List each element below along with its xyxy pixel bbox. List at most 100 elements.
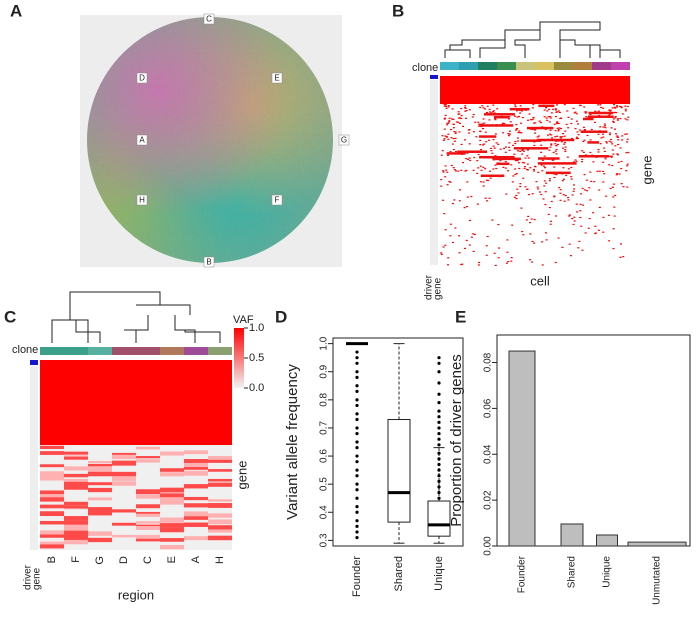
heatmap-cell xyxy=(40,520,64,525)
heatmap-cell xyxy=(482,166,485,168)
heatmap-cell xyxy=(492,145,495,147)
heatmap-cell xyxy=(551,137,554,139)
heatmap-cell xyxy=(585,116,588,118)
heatmap-cell xyxy=(475,136,478,138)
heatmap-cell xyxy=(455,121,458,123)
heatmap-cell xyxy=(489,147,492,150)
heatmap-cell xyxy=(40,476,64,481)
heatmap-cell xyxy=(469,219,472,222)
heatmap-cell xyxy=(612,248,615,250)
heatmap-cell xyxy=(579,210,582,212)
heatmap-cell xyxy=(579,216,582,219)
heatmap-cell xyxy=(40,497,64,502)
heatmap-cell xyxy=(531,128,534,131)
heatmap-cell xyxy=(504,151,507,153)
heatmap-cell xyxy=(544,191,547,193)
heatmap-cell xyxy=(64,456,88,460)
heatmap-cell xyxy=(588,111,614,115)
heatmap-cell xyxy=(534,166,537,168)
heatmap-cell xyxy=(521,116,524,119)
heatmap-cell xyxy=(519,112,522,114)
heatmap-cell xyxy=(447,264,450,266)
heatmap-cell xyxy=(494,119,497,121)
heatmap-cell xyxy=(548,149,551,151)
heatmap-cell xyxy=(583,129,586,131)
heatmap-cell xyxy=(488,139,491,141)
outlier xyxy=(355,398,359,402)
heatmap-cell xyxy=(447,154,450,157)
heatmap-cell xyxy=(136,513,160,517)
heatmap-cell xyxy=(549,129,552,131)
heatmap-cell xyxy=(567,116,570,118)
heatmap-cell xyxy=(555,148,558,151)
heatmap-cell xyxy=(592,161,595,163)
heatmap-cell xyxy=(440,179,443,181)
heatmap-cell xyxy=(516,188,519,190)
x-tick-label: Unique xyxy=(433,556,445,591)
heatmap-cell xyxy=(483,122,486,124)
heatmap-cell xyxy=(600,106,603,109)
heatmap-cell xyxy=(477,167,480,169)
heatmap-cell xyxy=(599,126,602,128)
heatmap-cell xyxy=(540,193,543,196)
heatmap-cell xyxy=(549,223,552,225)
heatmap-cell xyxy=(615,174,618,176)
heatmap-cell xyxy=(604,158,607,160)
heatmap-cell xyxy=(64,524,88,529)
heatmap-cell xyxy=(602,161,605,163)
outlier xyxy=(437,356,441,360)
heatmap-cell xyxy=(580,130,608,133)
y-tick-label: 0.6 xyxy=(319,449,330,463)
heatmap-cell xyxy=(532,116,535,119)
heatmap-cell xyxy=(480,149,483,151)
heatmap-cell xyxy=(618,173,621,175)
heatmap-cell xyxy=(465,205,468,208)
heatmap-cell xyxy=(573,220,576,222)
heatmap-cell xyxy=(457,111,460,113)
heatmap-cell xyxy=(490,112,493,114)
heatmap-cell xyxy=(528,113,531,115)
heatmap-cell xyxy=(585,111,588,113)
heatmap-cell xyxy=(602,216,605,219)
heatmap-cell xyxy=(584,112,587,114)
heatmap-cell xyxy=(529,233,532,235)
heatmap-cell xyxy=(568,243,571,245)
outlier xyxy=(355,412,359,416)
heatmap-cell xyxy=(472,169,475,171)
heatmap-cell xyxy=(497,223,500,226)
heatmap-cell xyxy=(558,111,561,114)
heatmap-cell xyxy=(563,104,566,106)
x-tick-label: Shared xyxy=(567,556,578,588)
heatmap-cell xyxy=(136,521,160,524)
heatmap-cell xyxy=(64,478,88,482)
heatmap-cell xyxy=(572,190,575,192)
heatmap-cell xyxy=(581,187,584,190)
heatmap-cell xyxy=(507,133,510,135)
clone-bar xyxy=(136,347,160,355)
heatmap-cell xyxy=(499,160,502,162)
y-tick-label: 0.08 xyxy=(483,352,494,372)
heatmap-cell xyxy=(88,497,112,501)
heatmap-cell xyxy=(460,107,463,110)
heatmap-cell xyxy=(545,171,571,175)
heatmap-cell xyxy=(559,117,562,120)
heatmap-cell xyxy=(479,165,482,167)
heatmap-cell xyxy=(208,513,232,516)
heatmap-cell xyxy=(460,263,463,266)
heatmap-cell xyxy=(609,187,612,190)
heatmap-cell xyxy=(608,164,611,166)
heatmap-cell xyxy=(88,508,112,514)
heatmap-cell xyxy=(64,530,88,535)
heatmap-cell xyxy=(466,152,469,154)
region-label: G xyxy=(94,556,106,565)
heatmap-cell xyxy=(617,136,620,138)
outlier xyxy=(437,420,441,424)
heatmap-cell xyxy=(136,456,160,459)
heatmap-cell xyxy=(454,150,457,153)
heatmap-cell xyxy=(553,196,556,198)
heatmap-cell xyxy=(444,229,447,231)
heatmap-cell xyxy=(547,116,550,118)
heatmap-cell xyxy=(520,110,523,112)
clone-bar xyxy=(478,62,497,70)
heatmap-cell xyxy=(448,117,451,119)
